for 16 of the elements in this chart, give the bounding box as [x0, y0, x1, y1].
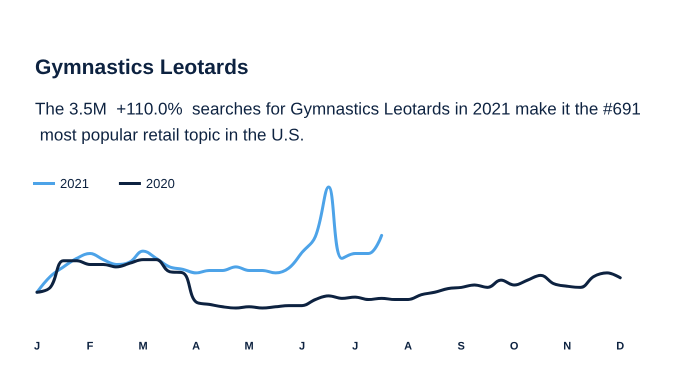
legend-label: 2020	[146, 176, 175, 191]
x-tick-label: N	[563, 340, 572, 352]
x-tick-label: J	[352, 340, 358, 352]
chart-subtitle: The 3.5M +110.0% searches for Gymnastics Leotards in 2021 make it the #691 most popular retail topic in the U.S.	[35, 100, 641, 144]
x-tick-label: M	[138, 340, 148, 352]
x-tick-label: F	[86, 340, 94, 352]
x-tick-label: J	[34, 340, 40, 352]
x-tick-label: A	[192, 340, 200, 352]
x-tick-label: D	[616, 340, 624, 352]
x-tick-label: J	[299, 340, 306, 352]
x-tick-label: S	[458, 340, 465, 352]
x-tick-label: M	[244, 340, 254, 352]
x-tick-label: A	[404, 340, 412, 352]
chart-title: Gymnastics Leotards	[35, 56, 249, 79]
x-tick-label: O	[510, 340, 519, 352]
legend-label: 2021	[60, 176, 89, 191]
